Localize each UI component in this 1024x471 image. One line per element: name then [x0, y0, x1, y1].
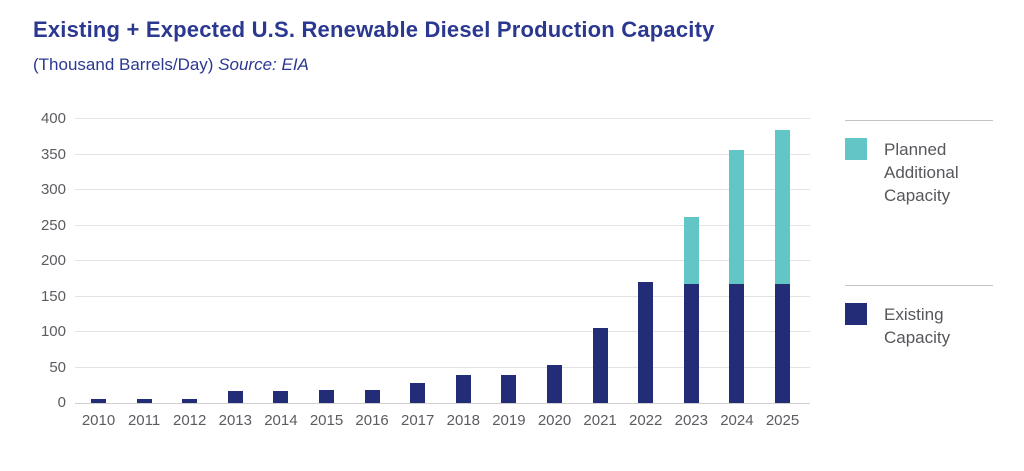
x-tick-label-2022: 2022 [629, 412, 663, 429]
bar-segment-existing-2011 [136, 399, 152, 403]
x-tick-label-2010: 2010 [81, 412, 116, 429]
chart-subtitle: (Thousand Barrels/Day) Source: EIA [33, 55, 309, 75]
bar-2024 [729, 149, 745, 403]
bar-2012 [182, 399, 198, 403]
y-tick-label-350: 350 [40, 145, 66, 163]
gridline-350 [75, 153, 810, 155]
bar-segment-existing-2024 [729, 284, 745, 403]
y-tick-label-0: 0 [57, 394, 66, 411]
bar-2013 [227, 390, 243, 403]
bar-segment-existing-2019 [501, 375, 517, 403]
x-tick-label-2024: 2024 [720, 412, 754, 429]
bar-2018 [455, 375, 471, 403]
gridline-50 [75, 366, 810, 368]
legend-label-existing: Existing Capacity [884, 305, 951, 347]
gridline-150 [75, 295, 810, 297]
bar-2010 [91, 399, 106, 403]
bar-segment-planned-2025 [775, 129, 790, 285]
x-tick-label-2020: 2020 [537, 412, 572, 429]
plot-area [75, 118, 810, 404]
x-tick-label-2015: 2015 [309, 412, 344, 429]
bar-segment-planned-2023 [683, 217, 699, 285]
bar-2011 [136, 399, 152, 403]
x-tick-label-2013: 2013 [218, 412, 252, 429]
bar-segment-existing-2014 [273, 390, 289, 403]
chart-title: Existing + Expected U.S. Renewable Diese… [33, 17, 715, 42]
gridline-100 [75, 331, 810, 332]
gridline-200 [75, 260, 810, 261]
bar-segment-planned-2024 [729, 149, 745, 285]
y-tick-label-300: 300 [40, 181, 66, 198]
bar-2019 [501, 375, 517, 403]
x-tick-label-2012: 2012 [173, 412, 207, 429]
bar-segment-existing-2015 [319, 389, 334, 403]
chart-subtitle-units: (Thousand Barrels/Day) [33, 55, 219, 74]
legend-label-planned: Planned Additional Capacity [884, 140, 959, 205]
y-tick-label-250: 250 [40, 216, 66, 234]
bar-segment-existing-2022 [638, 282, 654, 403]
bar-2023 [683, 217, 699, 403]
gridline-250 [75, 224, 810, 226]
gridline-400 [75, 118, 810, 119]
bar-segment-existing-2010 [91, 399, 106, 403]
x-tick-label-2018: 2018 [446, 412, 480, 429]
y-tick-label-400: 400 [40, 110, 66, 127]
bar-segment-existing-2025 [775, 284, 790, 403]
bar-segment-existing-2018 [455, 375, 471, 403]
bar-2015 [319, 389, 334, 403]
bar-2016 [364, 389, 380, 403]
bar-segment-existing-2017 [410, 383, 426, 403]
bar-2014 [273, 390, 289, 403]
x-tick-label-2019: 2019 [492, 412, 526, 429]
chart-subtitle-source: Source: EIA [218, 55, 309, 74]
legend-item-planned: Planned Additional Capacity [845, 120, 993, 207]
x-tick-label-2025: 2025 [765, 412, 800, 429]
gridline-300 [75, 189, 810, 190]
x-tick-label-2011: 2011 [127, 412, 161, 429]
bar-segment-existing-2023 [683, 284, 699, 403]
x-tick-label-2021: 2021 [583, 412, 617, 429]
x-tick-label-2023: 2023 [674, 412, 708, 429]
bar-segment-existing-2020 [547, 364, 562, 403]
y-tick-label-100: 100 [40, 323, 66, 340]
y-tick-label-200: 200 [40, 252, 66, 269]
bar-2025 [775, 129, 790, 403]
x-tick-label-2017: 2017 [401, 412, 435, 429]
y-tick-label-50: 50 [49, 358, 66, 376]
legend-swatch-planned [845, 138, 867, 160]
y-axis: 0 50 100 150 200 250 300 350 400 [20, 110, 66, 411]
y-tick-label-150: 150 [40, 287, 66, 305]
bar-segment-existing-2012 [182, 399, 198, 403]
x-tick-label-2016: 2016 [355, 412, 389, 429]
legend-swatch-existing [845, 303, 867, 325]
bar-segment-existing-2016 [364, 389, 380, 403]
bar-2022 [638, 282, 654, 403]
bar-2017 [410, 383, 426, 403]
bar-segment-existing-2021 [592, 327, 608, 403]
x-tick-label-2014: 2014 [264, 412, 298, 429]
bar-2021 [592, 327, 608, 403]
x-axis: 2010 2011 2012 2013 2014 2015 2016 2017 2018 2019… [75, 412, 810, 434]
bar-2020 [547, 364, 562, 403]
legend-item-existing: Existing Capacity [845, 285, 993, 349]
bar-segment-existing-2013 [227, 390, 243, 403]
